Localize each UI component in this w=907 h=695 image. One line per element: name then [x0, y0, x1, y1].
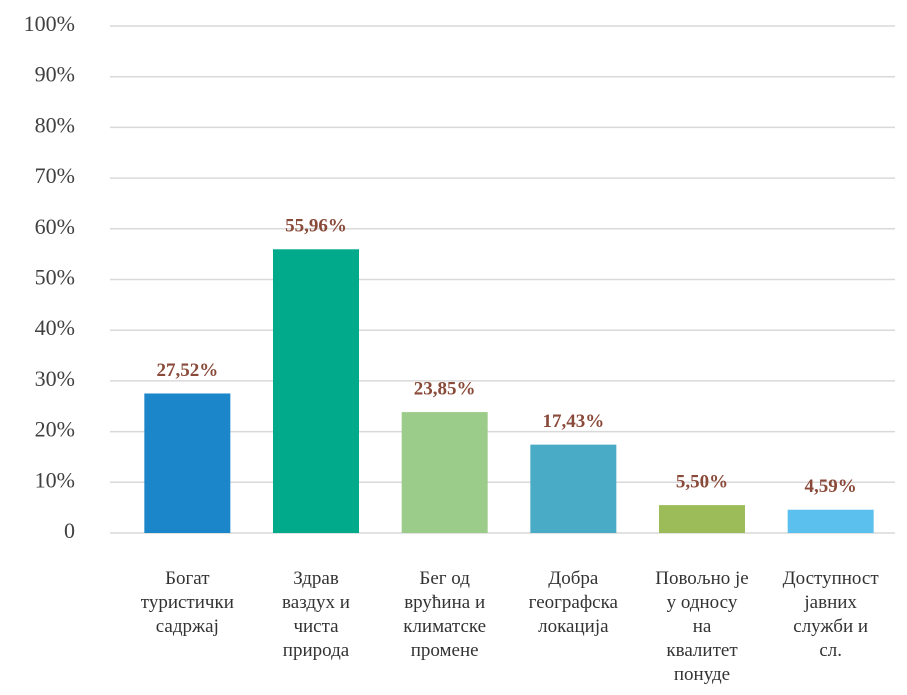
- y-tick-label: 40%: [35, 315, 75, 340]
- value-label: 5,50%: [676, 471, 728, 492]
- y-tick-label: 0: [64, 518, 75, 543]
- x-tick-label: Повољно је у односу на квалитет понуде: [655, 568, 749, 685]
- y-tick-label: 100%: [24, 11, 75, 36]
- value-label: 55,96%: [285, 216, 347, 237]
- value-label: 27,52%: [156, 360, 218, 381]
- value-label: 23,85%: [414, 378, 476, 399]
- y-tick-label: 10%: [35, 467, 75, 492]
- x-tick-label: Бег од врућина и климатске промене: [403, 568, 486, 661]
- bar: [401, 412, 488, 533]
- y-tick-label: 80%: [35, 112, 75, 137]
- value-label: 4,59%: [805, 476, 857, 497]
- y-tick-label: 70%: [35, 163, 75, 188]
- bar: [530, 444, 617, 533]
- x-tick-label: Богат туристички садржај: [141, 568, 234, 637]
- x-tick-label: Доступност јавних служби и сл.: [783, 568, 880, 661]
- value-label: 17,43%: [542, 411, 604, 432]
- y-tick-label: 60%: [35, 214, 75, 239]
- bar: [787, 509, 874, 533]
- y-tick-label: 50%: [35, 265, 75, 290]
- bar: [659, 505, 745, 533]
- x-tick-label: Добра географска локација: [529, 568, 619, 637]
- x-tick-label: Здрав ваздух и чиста природа: [282, 568, 350, 661]
- y-tick-label: 90%: [35, 62, 75, 87]
- bar: [273, 249, 359, 533]
- bar: [144, 393, 231, 533]
- y-tick-label: 20%: [35, 417, 75, 442]
- y-tick-label: 30%: [35, 366, 75, 391]
